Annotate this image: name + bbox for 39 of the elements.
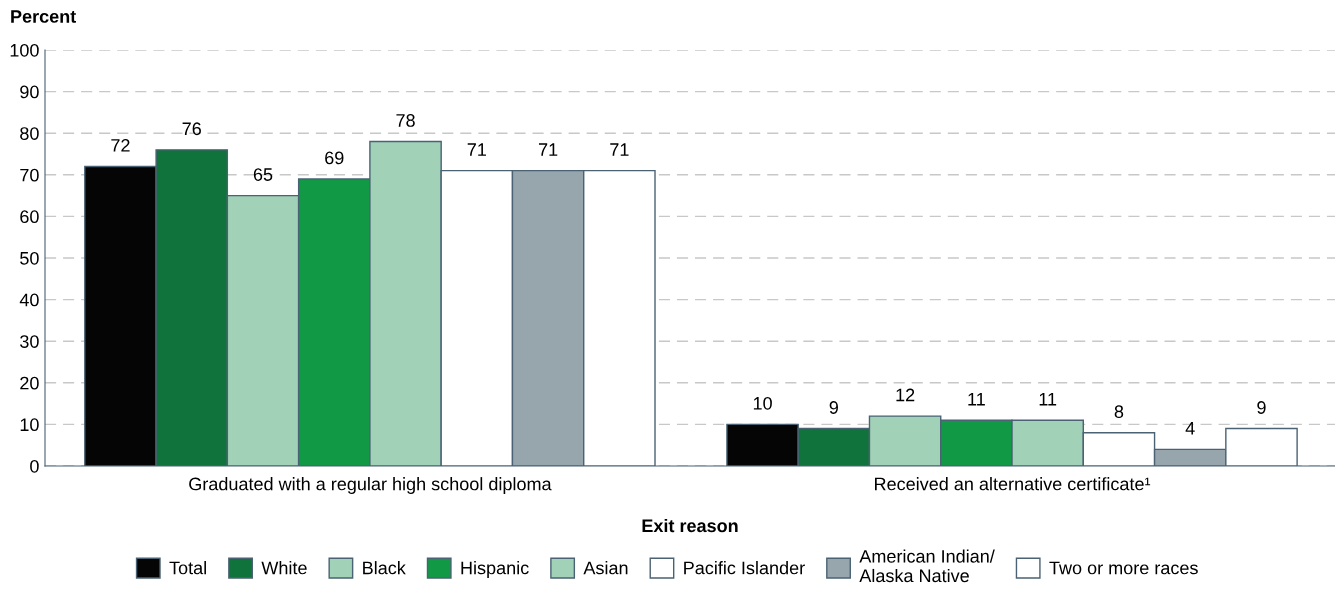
- y-tick-label: 100: [10, 43, 39, 57]
- data-label: 71: [467, 143, 486, 156]
- data-label: 8: [1114, 405, 1124, 419]
- legend-label: American Indian/ Alaska Native: [859, 549, 995, 583]
- data-label: 11: [968, 392, 985, 406]
- legend-label: Hispanic: [461, 561, 529, 578]
- y-tick-label: 60: [20, 210, 39, 224]
- data-label: 65: [253, 168, 273, 181]
- x-tick-label: Graduated with a regular high school diploma: [189, 477, 552, 494]
- y-axis-title: Percent: [11, 10, 77, 23]
- data-label: 71: [538, 143, 558, 156]
- data-label: 9: [829, 401, 838, 414]
- data-label: 10: [753, 396, 772, 410]
- y-tick-label: 90: [20, 85, 39, 99]
- x-axis-title: Exit reason: [642, 518, 738, 533]
- x-tick-label: Received an alternative certificate¹: [875, 477, 1151, 491]
- legend-label: White: [261, 561, 307, 575]
- data-label: 4: [1185, 422, 1195, 435]
- y-tick-label: 0: [30, 459, 39, 473]
- data-label: 78: [396, 114, 415, 127]
- y-tick-label: 30: [20, 335, 39, 348]
- y-tick-label: 10: [20, 418, 39, 432]
- data-label: 69: [325, 151, 344, 165]
- data-label: 11: [1039, 392, 1057, 406]
- data-label: 9: [1257, 401, 1266, 414]
- y-tick-label: 70: [20, 168, 39, 182]
- data-label: 12: [896, 388, 915, 402]
- legend-label: Pacific Islander: [684, 561, 805, 575]
- data-label: 72: [111, 139, 130, 152]
- y-tick-label: 40: [19, 293, 39, 307]
- data-label: 71: [610, 143, 629, 156]
- data-label: 76: [182, 122, 201, 136]
- legend-label: Total: [169, 561, 206, 575]
- y-tick-label: 50: [20, 251, 39, 265]
- legend-label: Two or more races: [1049, 561, 1198, 575]
- legend-label: Black: [363, 561, 406, 575]
- y-tick-label: 20: [20, 376, 39, 390]
- legend-label: Asian: [583, 561, 628, 575]
- y-tick-label: 80: [20, 127, 39, 140]
